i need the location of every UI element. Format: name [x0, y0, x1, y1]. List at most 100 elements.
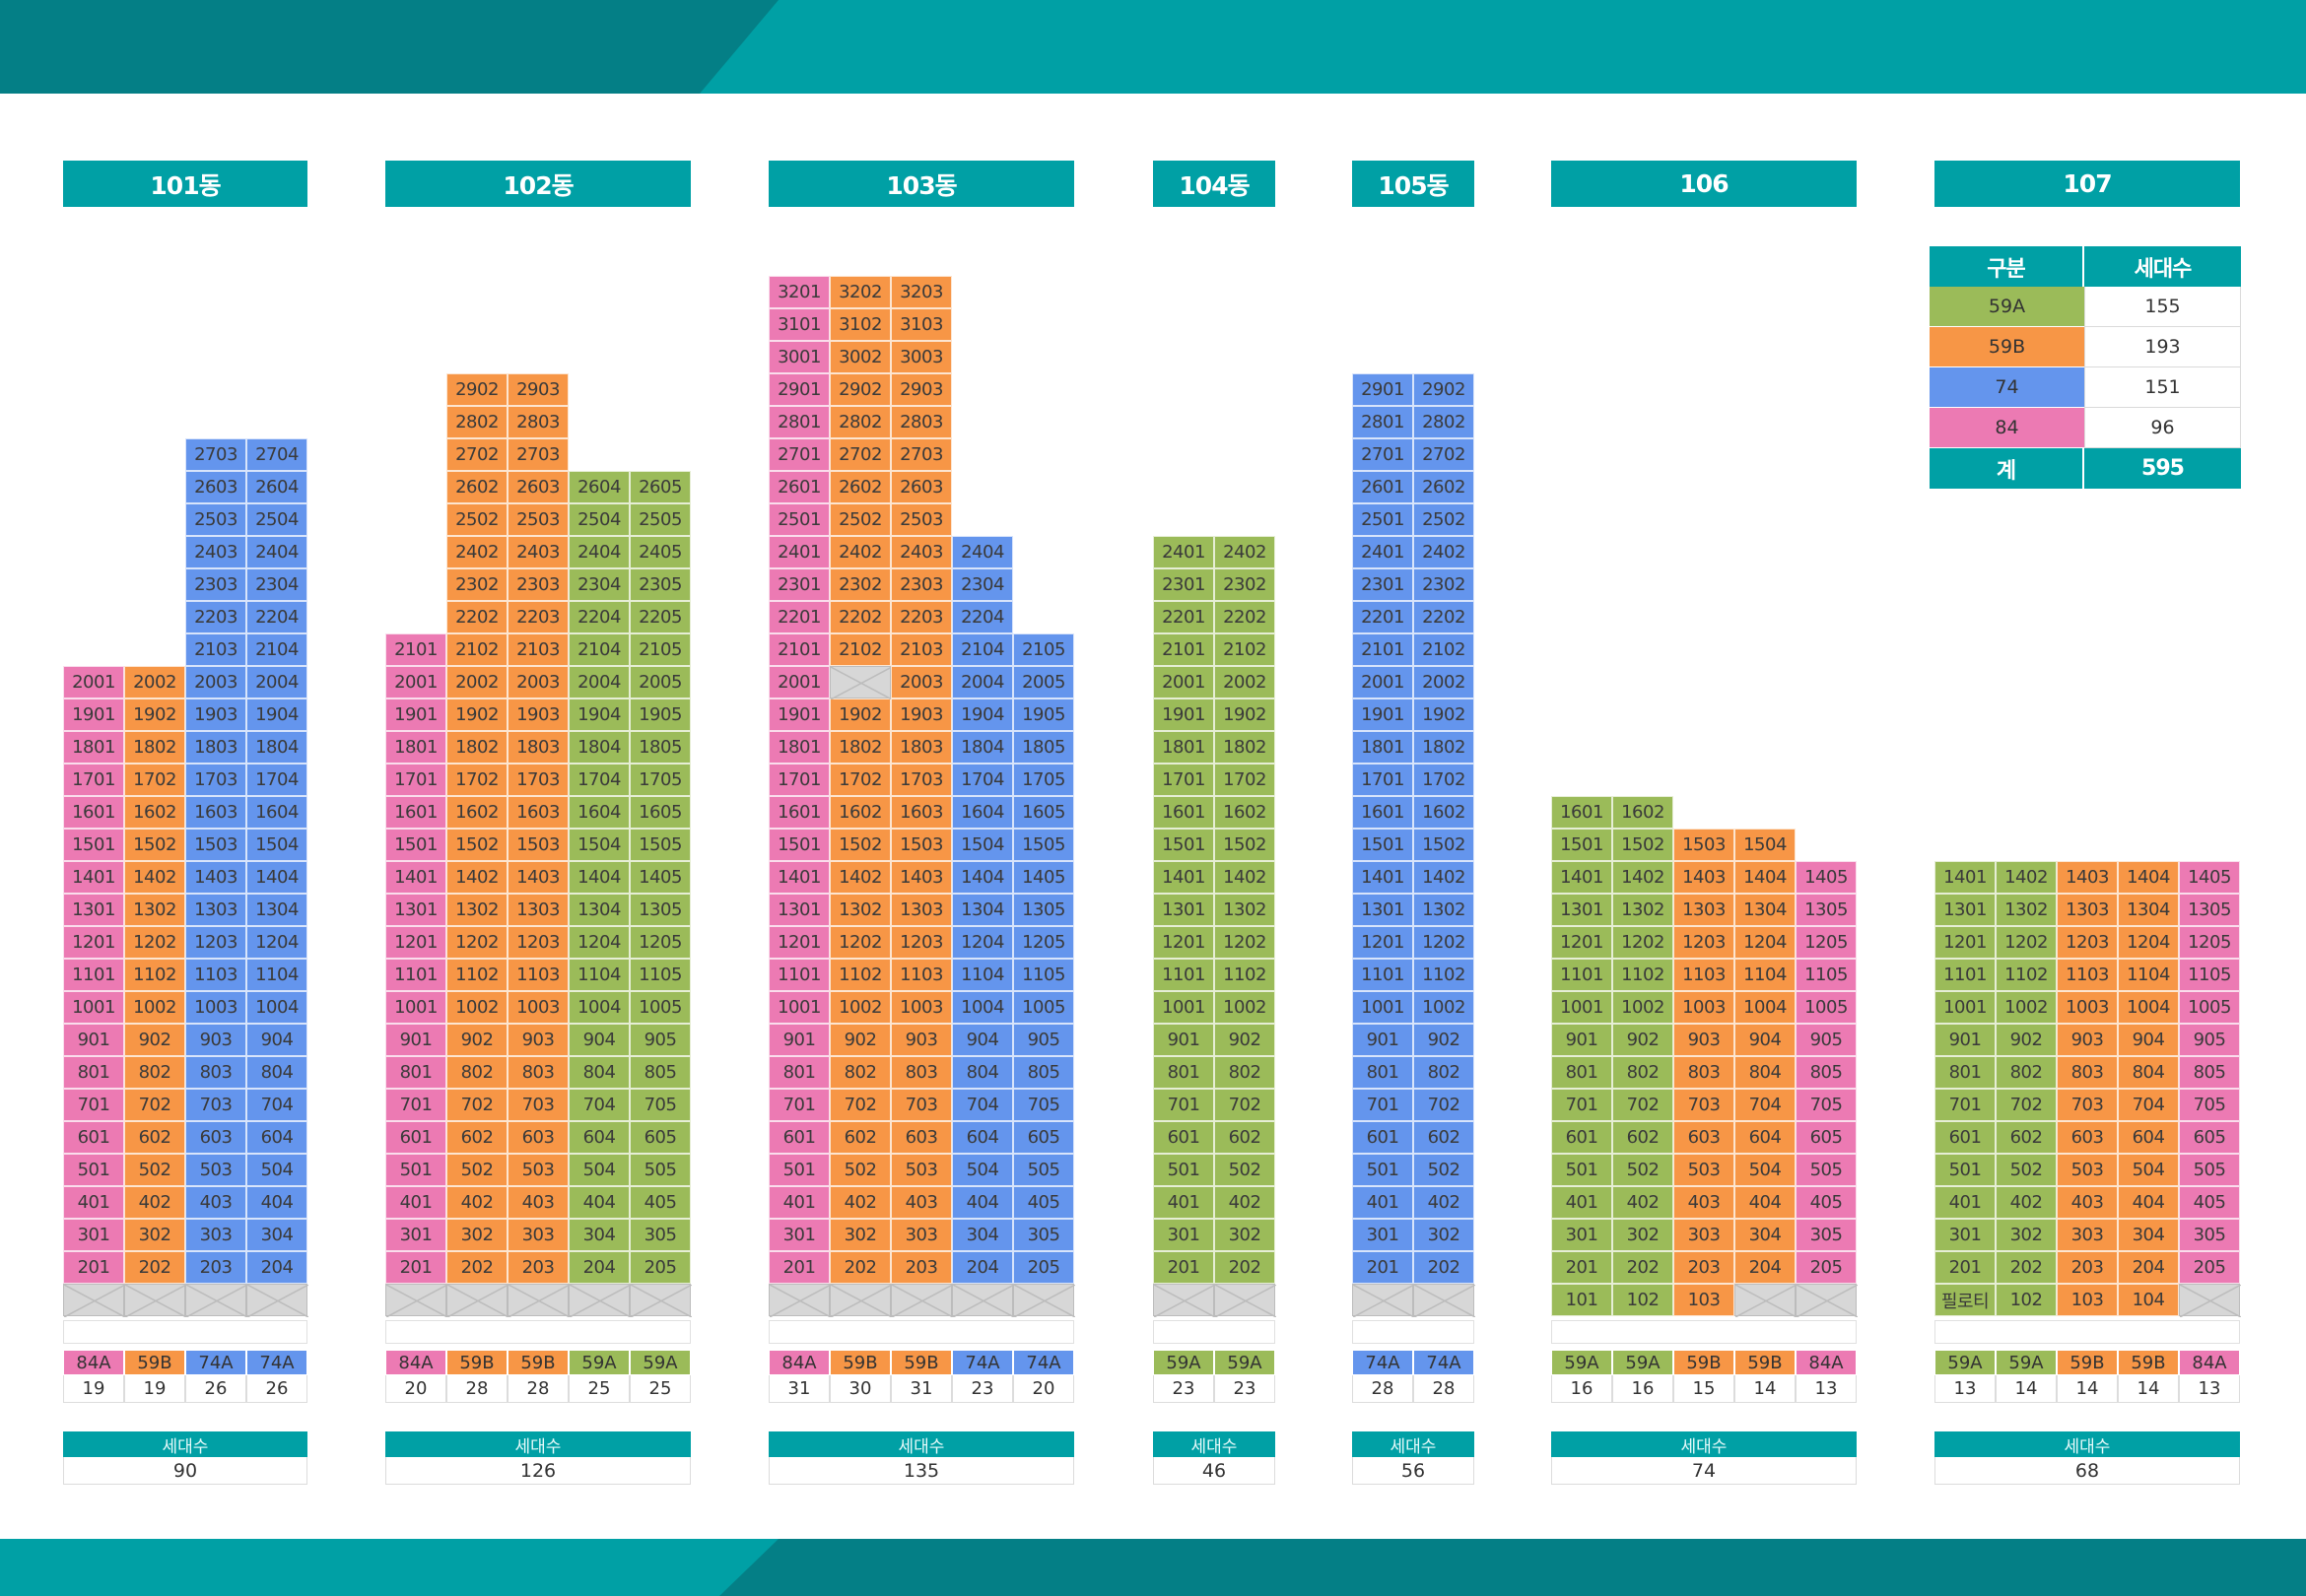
unit-cell: 803	[508, 1056, 569, 1089]
unit-cell: 1701	[1153, 764, 1214, 796]
unit-cell: 901	[1934, 1024, 1996, 1056]
unit-cell: 404	[569, 1186, 630, 1219]
unit-cell: 1102	[1214, 959, 1275, 991]
unit-cell: 1803	[891, 731, 952, 764]
unit-cell: 501	[63, 1154, 124, 1186]
line-unit-count: 16	[1551, 1375, 1612, 1403]
unit-cell: 402	[830, 1186, 891, 1219]
unit-cell: 702	[446, 1089, 508, 1121]
unit-cell: 1904	[569, 698, 630, 731]
households-header: 세대수	[63, 1431, 307, 1457]
base-strip	[1934, 1320, 2240, 1344]
line-type-label: 59B	[124, 1350, 185, 1375]
unit-cell: 1603	[185, 796, 246, 829]
line-unit-count: 31	[891, 1375, 952, 1403]
top-banner-accent	[0, 0, 779, 94]
households-total: 74	[1551, 1457, 1857, 1485]
line-type-label: 59B	[446, 1350, 508, 1375]
unit-cell: 1201	[63, 926, 124, 959]
unit-cell: 1402	[1996, 861, 2057, 894]
line-unit-count: 16	[1612, 1375, 1673, 1403]
unit-cell: 2104	[952, 633, 1013, 666]
line-unit-count: 19	[124, 1375, 185, 1403]
legend-row: 59A 155	[1930, 287, 2241, 327]
unit-cell: 304	[2118, 1219, 2179, 1251]
unit-cell: 505	[630, 1154, 691, 1186]
legend-header: 구분 세대수	[1930, 246, 2241, 287]
unit-cell: 401	[63, 1186, 124, 1219]
pilotis-cell	[952, 1284, 1014, 1317]
legend-type: 84	[1930, 408, 2084, 448]
unit-cell: 1303	[185, 894, 246, 926]
unit-cell: 1101	[769, 959, 830, 991]
unit-cell: 1004	[952, 991, 1013, 1024]
unit-cell: 501	[385, 1154, 446, 1186]
building-title: 104동	[1153, 161, 1275, 207]
line-type-label: 74A	[1352, 1350, 1413, 1375]
unit-cell: 2504	[246, 503, 307, 536]
unit-cell: 403	[185, 1186, 246, 1219]
unit-cell: 2802	[830, 406, 891, 438]
unit-cell: 1701	[769, 764, 830, 796]
unit-cell: 401	[1551, 1186, 1612, 1219]
unit-cell: 2102	[446, 633, 508, 666]
unit-cell: 902	[446, 1024, 508, 1056]
unit-cell: 1304	[246, 894, 307, 926]
unit-cell: 401	[1934, 1186, 1996, 1219]
unit-cell: 1904	[952, 698, 1013, 731]
unit-cell: 1203	[891, 926, 952, 959]
unit-cell: 1001	[1551, 991, 1612, 1024]
line-unit-count: 25	[630, 1375, 691, 1403]
unit-cell: 603	[1673, 1121, 1734, 1154]
unit-cell: 205	[1013, 1251, 1074, 1284]
unit-cell: 204	[246, 1251, 307, 1284]
unit-cell: 303	[891, 1219, 952, 1251]
unit-cell: 1005	[630, 991, 691, 1024]
unit-cell: 301	[63, 1219, 124, 1251]
unit-cell: 704	[1734, 1089, 1796, 1121]
unit-cell: 1904	[246, 698, 307, 731]
unit-cell: 1101	[1934, 959, 1996, 991]
unit-cell: 601	[1551, 1121, 1612, 1154]
unit-cell: 1902	[1214, 698, 1275, 731]
unit-cell: 1605	[630, 796, 691, 829]
unit-cell: 2005	[630, 666, 691, 698]
unit-cell: 2503	[891, 503, 952, 536]
unit-cell: 1103	[1673, 959, 1734, 991]
unit-cell: 1903	[508, 698, 569, 731]
unit-cell: 801	[1934, 1056, 1996, 1089]
line-unit-count: 23	[1214, 1375, 1275, 1403]
unit-cell: 1204	[246, 926, 307, 959]
unit-cell: 2401	[769, 536, 830, 568]
unit-cell: 804	[952, 1056, 1013, 1089]
unit-cell: 1405	[2179, 861, 2240, 894]
unit-cell: 1104	[569, 959, 630, 991]
legend-table: 구분 세대수 59A 155 59B 193 74 151 84 96 계 595	[1930, 246, 2241, 489]
pilotis-cell	[446, 1284, 509, 1317]
unit-cell: 1302	[1612, 894, 1673, 926]
unit-cell: 902	[1996, 1024, 2057, 1056]
unit-cell: 2201	[769, 601, 830, 633]
unit-cell: 2001	[385, 666, 446, 698]
unit-cell: 901	[769, 1024, 830, 1056]
unit-cell: 305	[630, 1219, 691, 1251]
unit-cell: 302	[1996, 1219, 2057, 1251]
unit-cell: 1201	[1934, 926, 1996, 959]
unit-cell: 705	[630, 1089, 691, 1121]
legend-count: 155	[2084, 287, 2241, 327]
unit-cell: 505	[2179, 1154, 2240, 1186]
unit-cell: 1304	[2118, 894, 2179, 926]
unit-cell: 902	[124, 1024, 185, 1056]
unit-cell: 1401	[63, 861, 124, 894]
households-total: 90	[63, 1457, 307, 1485]
legend-header-type: 구분	[1930, 246, 2084, 287]
line-type-label: 84A	[1796, 1350, 1857, 1375]
unit-cell: 2105	[1013, 633, 1074, 666]
unit-cell: 1803	[508, 731, 569, 764]
line-type-label: 59B	[1734, 1350, 1796, 1375]
line-type-label: 59B	[2057, 1350, 2118, 1375]
unit-cell: 2304	[952, 568, 1013, 601]
unit-cell: 2603	[508, 471, 569, 503]
unit-cell: 301	[1551, 1219, 1612, 1251]
unit-cell: 1404	[569, 861, 630, 894]
